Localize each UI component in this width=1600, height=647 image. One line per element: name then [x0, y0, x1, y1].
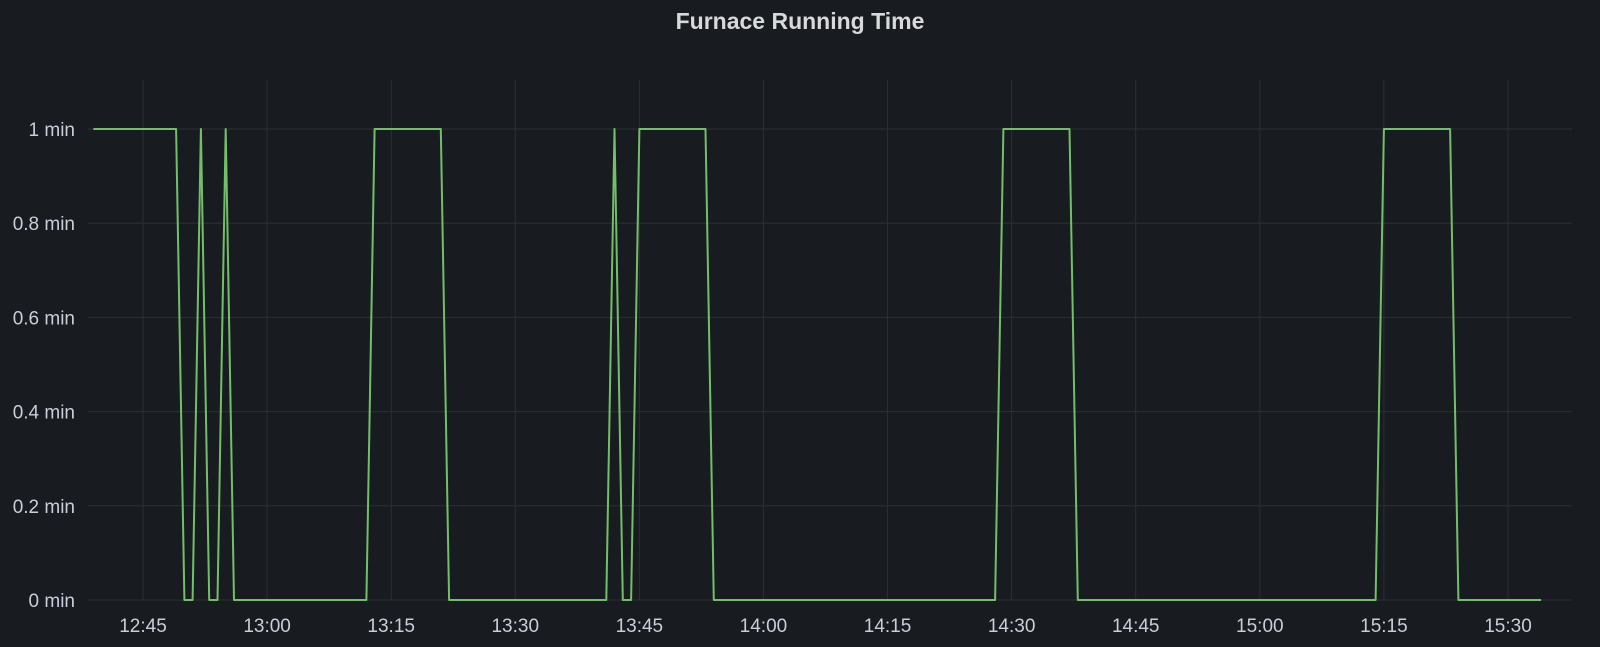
x-tick-label: 14:15: [864, 616, 912, 637]
x-tick-label: 13:30: [491, 616, 539, 637]
x-tick-label: 13:00: [243, 616, 291, 637]
x-tick-label: 13:15: [367, 616, 415, 637]
series-line: [93, 128, 1542, 601]
y-tick-label: 0.2 min: [13, 497, 75, 518]
x-tick-label: 12:45: [119, 616, 167, 637]
chart-title: Furnace Running Time: [675, 8, 925, 34]
y-tick-label: 0 min: [29, 591, 75, 612]
x-tick-label: 15:15: [1360, 616, 1408, 637]
y-tick-label: 1 min: [29, 120, 75, 141]
x-tick-label: 15:00: [1236, 616, 1284, 637]
y-tick-label: 0.8 min: [13, 214, 75, 235]
x-tick-label: 15:30: [1484, 616, 1532, 637]
x-tick-label: 14:00: [740, 616, 788, 637]
y-tick-label: 0.6 min: [13, 308, 75, 329]
x-tick-label: 14:30: [988, 616, 1036, 637]
x-tick-label: 13:45: [616, 616, 664, 637]
y-tick-label: 0.4 min: [13, 403, 75, 424]
x-tick-label: 14:45: [1112, 616, 1160, 637]
